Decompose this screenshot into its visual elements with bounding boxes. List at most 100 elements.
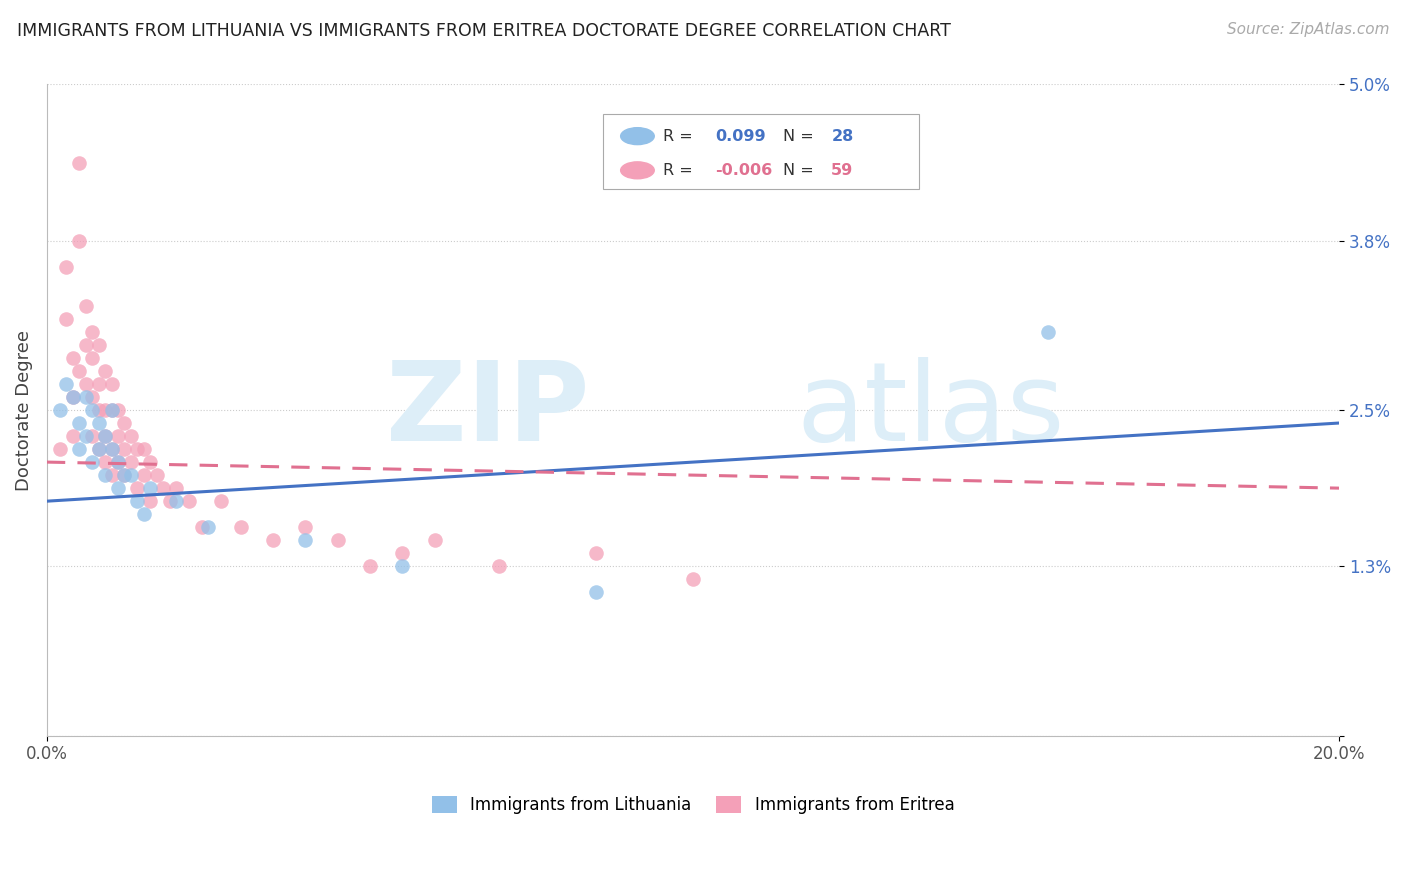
Point: [82, 351, 104, 365]
Point: [359, 559, 381, 574]
Point: [94, 403, 117, 417]
Circle shape: [620, 128, 654, 145]
Point: [112, 468, 135, 483]
Point: [107, 455, 129, 469]
Point: [585, 585, 607, 599]
Point: [75, 390, 97, 404]
Point: [82, 325, 104, 339]
Point: [94, 364, 117, 378]
Point: [75, 299, 97, 313]
Point: [100, 376, 122, 391]
Point: [94, 429, 117, 443]
Text: 0.099: 0.099: [716, 128, 766, 144]
Text: ZIP: ZIP: [387, 357, 589, 464]
Point: [191, 520, 214, 534]
Point: [49, 403, 72, 417]
Text: N =: N =: [783, 163, 814, 178]
Point: [682, 572, 704, 586]
Point: [139, 455, 162, 469]
Point: [585, 546, 607, 560]
Text: 28: 28: [831, 128, 853, 144]
Point: [139, 494, 162, 508]
Legend: Immigrants from Lithuania, Immigrants from Eritrea: Immigrants from Lithuania, Immigrants fr…: [425, 789, 962, 821]
Point: [75, 429, 97, 443]
Point: [87, 403, 110, 417]
Point: [120, 468, 142, 483]
Point: [49, 442, 72, 456]
Point: [67, 416, 90, 430]
Point: [229, 520, 252, 534]
Text: -0.006: -0.006: [716, 163, 772, 178]
Point: [145, 468, 167, 483]
Point: [55, 376, 77, 391]
Point: [87, 376, 110, 391]
Point: [177, 494, 200, 508]
Point: [55, 260, 77, 274]
Point: [75, 376, 97, 391]
Text: R =: R =: [664, 163, 699, 178]
Point: [391, 546, 413, 560]
Point: [87, 442, 110, 456]
Point: [112, 416, 135, 430]
Point: [62, 390, 84, 404]
Point: [112, 442, 135, 456]
Point: [127, 494, 149, 508]
Point: [67, 442, 90, 456]
Point: [100, 442, 122, 456]
Point: [127, 481, 149, 495]
Point: [55, 311, 77, 326]
Point: [1038, 325, 1060, 339]
Point: [75, 338, 97, 352]
Point: [165, 481, 187, 495]
Text: Source: ZipAtlas.com: Source: ZipAtlas.com: [1226, 22, 1389, 37]
Point: [100, 403, 122, 417]
Point: [197, 520, 219, 534]
Point: [67, 234, 90, 248]
Point: [100, 403, 122, 417]
Point: [159, 494, 181, 508]
Point: [94, 455, 117, 469]
Point: [87, 442, 110, 456]
Text: IMMIGRANTS FROM LITHUANIA VS IMMIGRANTS FROM ERITREA DOCTORATE DEGREE CORRELATIO: IMMIGRANTS FROM LITHUANIA VS IMMIGRANTS …: [17, 22, 950, 40]
Point: [94, 429, 117, 443]
Point: [94, 468, 117, 483]
Point: [107, 403, 129, 417]
Text: atlas: atlas: [796, 357, 1064, 464]
Point: [132, 507, 155, 521]
Point: [423, 533, 446, 548]
Point: [326, 533, 349, 548]
Point: [262, 533, 284, 548]
Point: [87, 338, 110, 352]
Point: [127, 442, 149, 456]
Point: [294, 520, 316, 534]
Text: 59: 59: [831, 163, 853, 178]
Point: [100, 468, 122, 483]
Point: [488, 559, 510, 574]
Point: [165, 494, 187, 508]
Point: [67, 155, 90, 169]
Text: R =: R =: [664, 128, 699, 144]
Point: [62, 429, 84, 443]
Point: [112, 468, 135, 483]
Y-axis label: Doctorate Degree: Doctorate Degree: [15, 329, 32, 491]
Point: [82, 455, 104, 469]
Point: [100, 442, 122, 456]
Point: [391, 559, 413, 574]
Point: [209, 494, 232, 508]
Point: [82, 390, 104, 404]
Point: [120, 429, 142, 443]
Point: [152, 481, 174, 495]
FancyBboxPatch shape: [603, 114, 920, 188]
Point: [132, 468, 155, 483]
Point: [62, 351, 84, 365]
Point: [107, 481, 129, 495]
Point: [82, 403, 104, 417]
Point: [82, 429, 104, 443]
Circle shape: [620, 161, 654, 178]
Text: N =: N =: [783, 128, 814, 144]
Point: [120, 455, 142, 469]
Point: [62, 390, 84, 404]
Point: [139, 481, 162, 495]
Point: [87, 416, 110, 430]
Point: [294, 533, 316, 548]
